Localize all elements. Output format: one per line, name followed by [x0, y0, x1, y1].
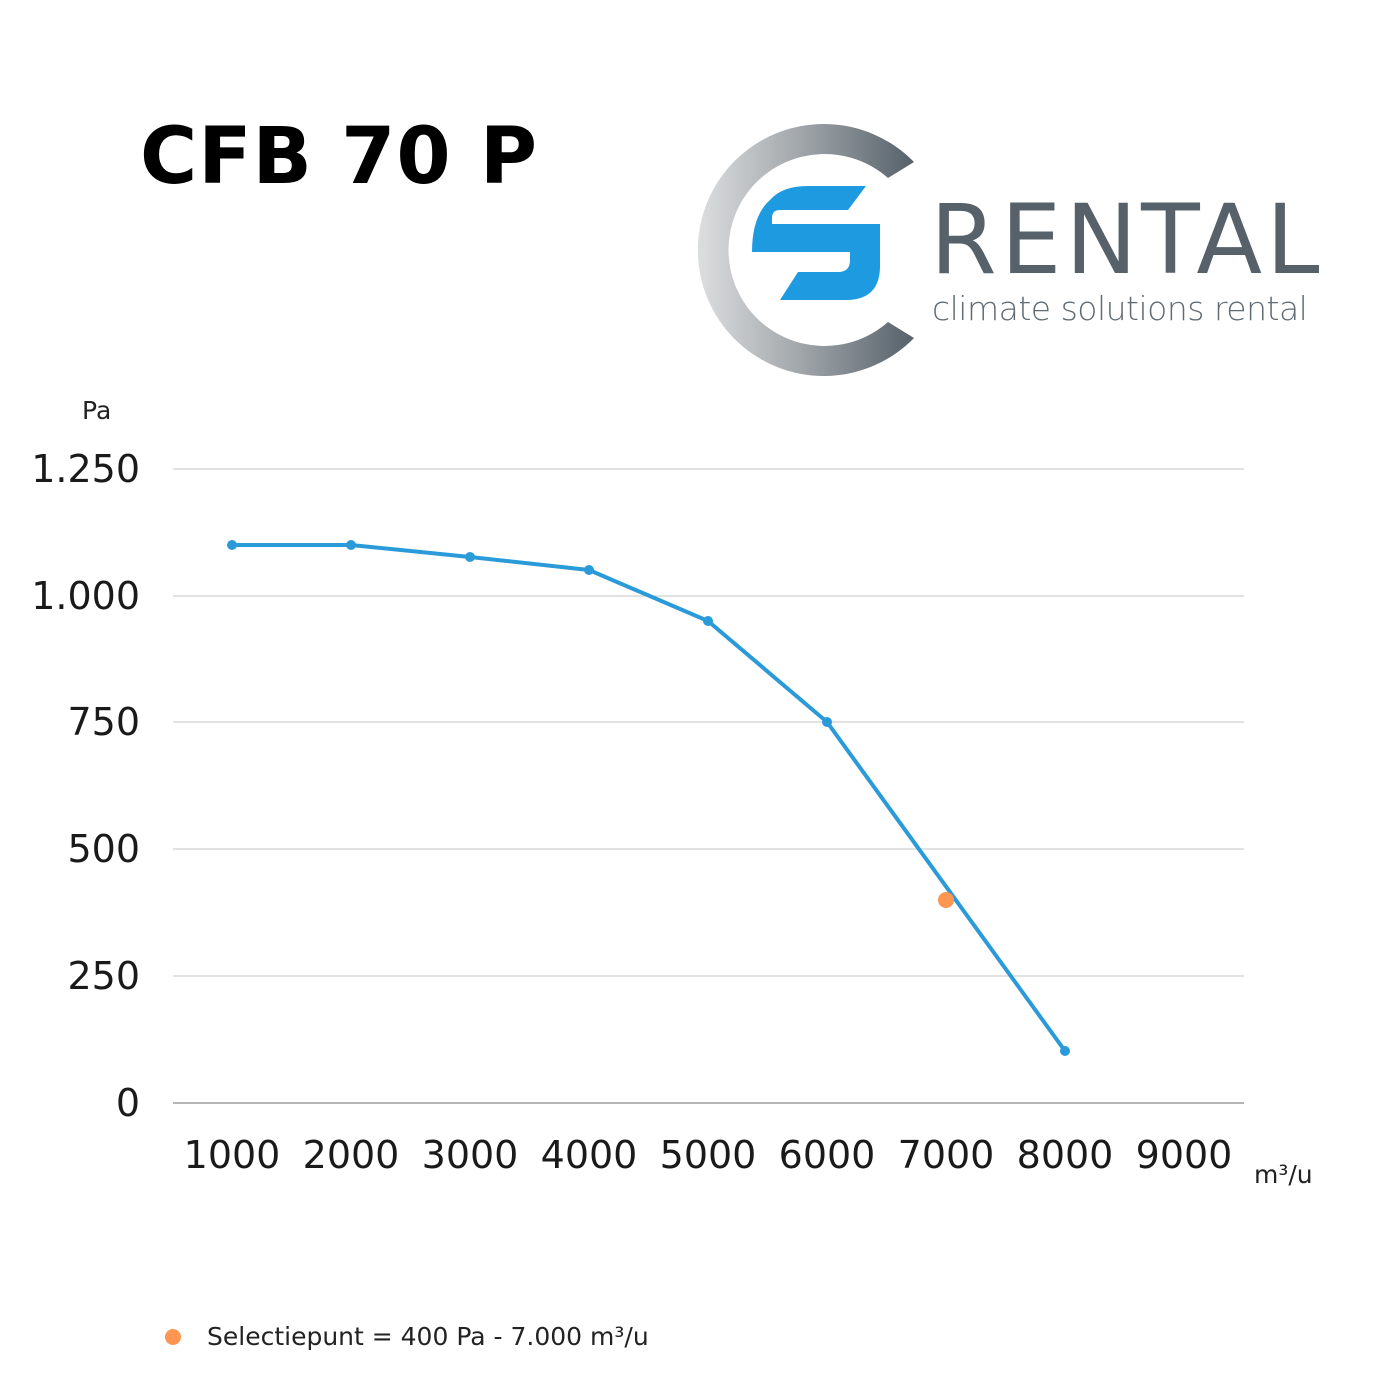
data-points	[227, 540, 1070, 1056]
x-tick-label: 9000	[1135, 1133, 1233, 1177]
selection-point-legend-icon	[165, 1328, 181, 1345]
x-tick-label: 3000	[421, 1133, 519, 1177]
x-tick-label: 1000	[183, 1133, 281, 1177]
y-tick-label: 750	[67, 700, 140, 744]
y-tick-label: 0	[115, 1081, 140, 1125]
x-tick-label: 5000	[659, 1133, 757, 1177]
logo-tagline: climate solutions rental	[932, 289, 1308, 328]
chart-legend: Selectiepunt = 400 Pa - 7.000 m³/u	[165, 1322, 649, 1351]
company-logo: RENTAL climate solutions rental	[670, 100, 1330, 400]
page-title: CFB 70 P	[140, 112, 538, 202]
x-tick-label: 4000	[540, 1133, 638, 1177]
y-tick-label: 1.000	[31, 574, 140, 618]
y-tick-label: 1.250	[31, 447, 140, 491]
y-axis-title: Pa	[82, 396, 112, 425]
x-tick-label: 7000	[897, 1133, 995, 1177]
legend-label: Selectiepunt = 400 Pa - 7.000 m³/u	[207, 1322, 649, 1351]
x-tick-label: 2000	[302, 1133, 400, 1177]
x-tick-label: 8000	[1016, 1133, 1114, 1177]
gridlines	[173, 468, 1244, 977]
x-axis-title: m³/u	[1254, 1160, 1313, 1189]
selection-point-marker	[938, 892, 954, 908]
x-tick-label: 6000	[778, 1133, 876, 1177]
y-tick-label: 500	[67, 827, 140, 871]
fan-curve-line	[232, 543, 1067, 1053]
cs-logo-mark-icon	[697, 124, 914, 377]
logo-wordmark: RENTAL	[930, 184, 1324, 296]
y-tick-label: 250	[67, 954, 140, 998]
